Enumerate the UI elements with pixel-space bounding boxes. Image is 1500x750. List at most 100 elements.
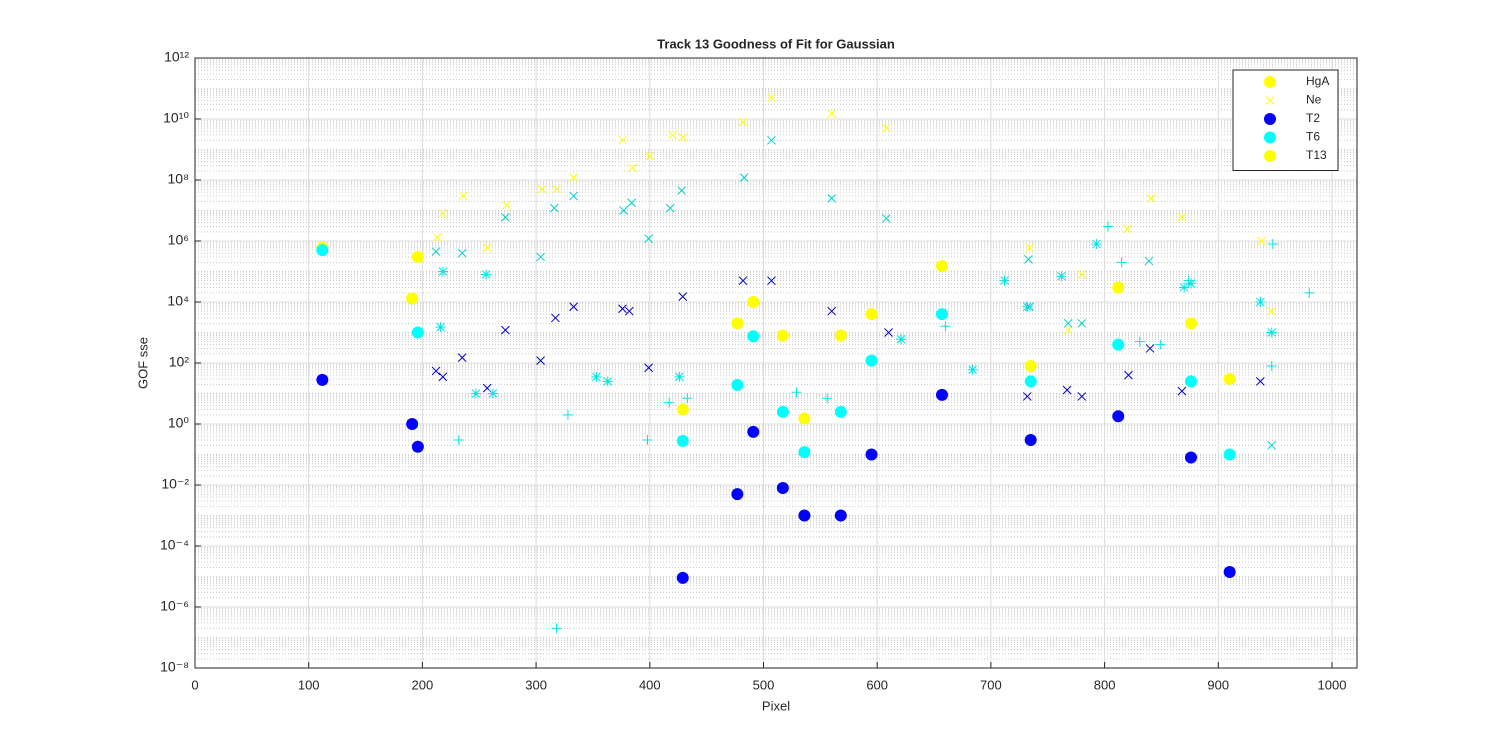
data-point: [458, 191, 468, 201]
data-point: [1024, 255, 1033, 264]
data-point: [453, 434, 464, 445]
data-point: [457, 353, 467, 362]
data-point: [1112, 410, 1125, 423]
data-point: [747, 330, 760, 343]
data-point: [1103, 221, 1113, 232]
legend-label: T6: [1306, 130, 1320, 144]
data-point: [676, 571, 689, 584]
data-point: [1063, 318, 1073, 328]
data-point: [940, 321, 951, 332]
y-tick-label: 10²: [169, 354, 190, 370]
y-tick-label: 10¹⁰: [163, 110, 189, 126]
data-point: [502, 200, 511, 210]
data-point: [1146, 194, 1156, 203]
data-point: [767, 93, 776, 103]
data-point: [487, 388, 498, 399]
data-point: [1091, 238, 1102, 249]
data-point: [1267, 238, 1278, 249]
data-point: [1257, 236, 1266, 246]
data-point: [1077, 392, 1087, 401]
y-tick-label: 10⁶: [168, 232, 189, 248]
legend-marker: [1264, 76, 1276, 88]
x-tick-label: 0: [191, 677, 198, 692]
data-point: [1024, 433, 1037, 446]
data-point: [1255, 297, 1266, 307]
data-point: [1112, 281, 1125, 294]
data-point: [438, 372, 448, 382]
data-point: [682, 393, 693, 404]
data-point: [884, 328, 893, 337]
data-point: [569, 302, 578, 312]
data-point: [767, 276, 776, 286]
legend-box: [1232, 69, 1339, 171]
data-point: [552, 184, 561, 194]
data-point: [1077, 318, 1087, 328]
data-point: [1304, 287, 1315, 298]
data-point: [411, 440, 424, 453]
data-point: [1022, 392, 1032, 401]
data-point: [482, 243, 492, 253]
y-tick-label: 10⁻⁶: [160, 598, 189, 614]
data-point: [1025, 243, 1034, 253]
data-point: [1266, 360, 1277, 371]
data-point: [1223, 448, 1236, 461]
data-point: [798, 509, 811, 522]
data-point: [551, 313, 560, 323]
data-point: [936, 388, 948, 401]
chart-title: Track 13 Goodness of Fit for Gaussian: [657, 36, 895, 51]
x-tick-label: 1000: [1318, 677, 1347, 692]
x-axis-label: Pixel: [762, 698, 790, 713]
data-point: [1186, 278, 1196, 289]
data-point: [1022, 301, 1033, 312]
data-point: [1185, 375, 1197, 388]
data-point: [470, 388, 481, 399]
data-point: [569, 191, 578, 201]
data-point: [798, 412, 811, 425]
data-point: [776, 481, 789, 494]
data-point: [1063, 325, 1073, 335]
data-point: [411, 250, 424, 263]
data-point: [1185, 451, 1197, 464]
legend-label: Ne: [1306, 93, 1322, 107]
data-point: [1122, 224, 1132, 234]
y-tick-label: 10⁸: [168, 171, 190, 187]
data-point: [316, 244, 329, 257]
data-point: [865, 354, 878, 367]
data-point: [618, 304, 627, 314]
data-point: [406, 292, 419, 305]
data-point: [678, 292, 688, 301]
data-point: [1185, 317, 1197, 330]
data-point: [791, 387, 802, 398]
data-point: [1024, 375, 1037, 388]
data-point: [767, 135, 776, 145]
data-point: [501, 212, 510, 222]
data-point: [1056, 271, 1067, 282]
data-point: [967, 364, 978, 375]
data-point: [644, 363, 654, 373]
data-point: [1144, 256, 1154, 266]
x-tick-label: 400: [639, 677, 661, 692]
y-tick-label: 10⁻²: [161, 476, 189, 492]
data-point: [776, 405, 789, 418]
data-point: [798, 446, 811, 459]
data-point: [437, 266, 448, 277]
data-point: [591, 371, 602, 382]
data-point: [549, 203, 559, 213]
data-point: [747, 425, 760, 438]
data-point: [865, 448, 878, 461]
legend-marker: [1265, 96, 1275, 105]
data-point: [431, 366, 441, 376]
data-point: [731, 378, 744, 391]
x-tick-label: 500: [753, 677, 775, 692]
data-point: [1256, 377, 1265, 386]
data-point: [431, 247, 441, 256]
data-point: [1266, 327, 1277, 338]
data-point: [776, 329, 789, 342]
y-tick-label: 10⁻⁴: [160, 537, 189, 553]
legend-marker: [1264, 150, 1276, 162]
legend-marker: [1264, 131, 1276, 144]
data-point: [406, 418, 419, 430]
data-point: [1134, 336, 1145, 347]
data-point: [731, 317, 744, 330]
